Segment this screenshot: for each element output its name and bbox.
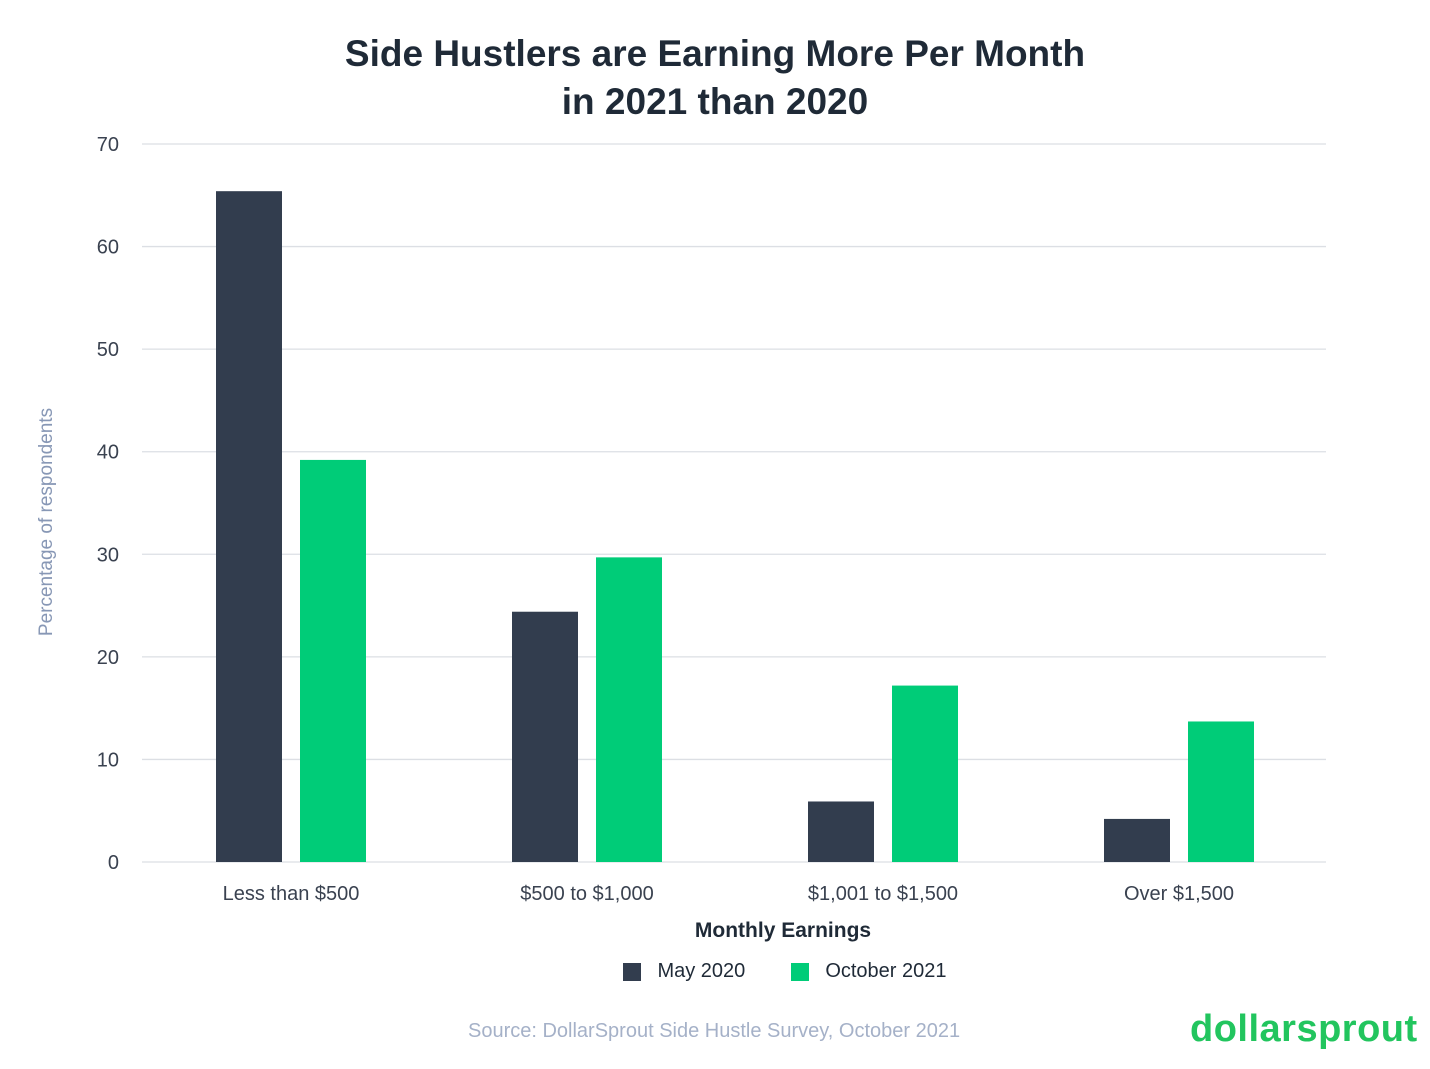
bar-may-2020 — [512, 611, 578, 862]
legend-swatch — [791, 962, 810, 981]
bar-october-2021 — [1188, 721, 1254, 862]
bar-may-2020 — [1104, 818, 1170, 862]
y-tick-label: 30 — [97, 544, 119, 566]
chart-title: Side Hustlers are Earning More Per Month… — [0, 30, 1430, 126]
legend-swatch — [623, 962, 642, 981]
bar-october-2021 — [892, 685, 958, 862]
bar-october-2021 — [300, 459, 366, 862]
x-tick-label: Over $1,500 — [1124, 883, 1234, 905]
y-tick-label: 60 — [97, 237, 119, 259]
dollarsprout-logo: dollarsprout — [1190, 1008, 1418, 1050]
x-tick-label: $500 to $1,000 — [520, 883, 653, 905]
x-tick-label: Less than $500 — [223, 883, 360, 905]
legend-label: May 2020 — [657, 960, 746, 982]
bar-may-2020 — [216, 191, 282, 862]
bar-may-2020 — [808, 801, 874, 862]
y-tick-label: 40 — [97, 442, 119, 464]
y-tick-label: 70 — [97, 134, 119, 156]
y-tick-label: 0 — [108, 852, 119, 874]
y-tick-label: 20 — [97, 647, 119, 669]
bar-chart: 0 10 20 30 40 50 60 70 Percentage of respondents… — [36, 134, 1326, 942]
title-line-1: Side Hustlers are Earning More Per Month — [344, 33, 1086, 74]
source-note: Source: DollarSprout Side Hustle Survey,… — [468, 1020, 961, 1042]
legend-item-october-2021: October 2021 — [791, 960, 947, 983]
y-axis-label: Percentage of respondents — [36, 408, 57, 636]
x-axis-label: Monthly Earnings — [695, 919, 871, 942]
title-line-2: in 2021 than 2020 — [561, 81, 869, 122]
legend: May 2020 October 2021 — [0, 960, 1430, 983]
legend-item-may-2020: May 2020 — [623, 960, 745, 983]
y-tick-label: 10 — [97, 749, 119, 771]
y-tick-label: 50 — [97, 339, 119, 361]
x-tick-label: $1,001 to $1,500 — [808, 883, 958, 905]
legend-label: October 2021 — [825, 960, 947, 982]
bar-october-2021 — [596, 557, 662, 862]
